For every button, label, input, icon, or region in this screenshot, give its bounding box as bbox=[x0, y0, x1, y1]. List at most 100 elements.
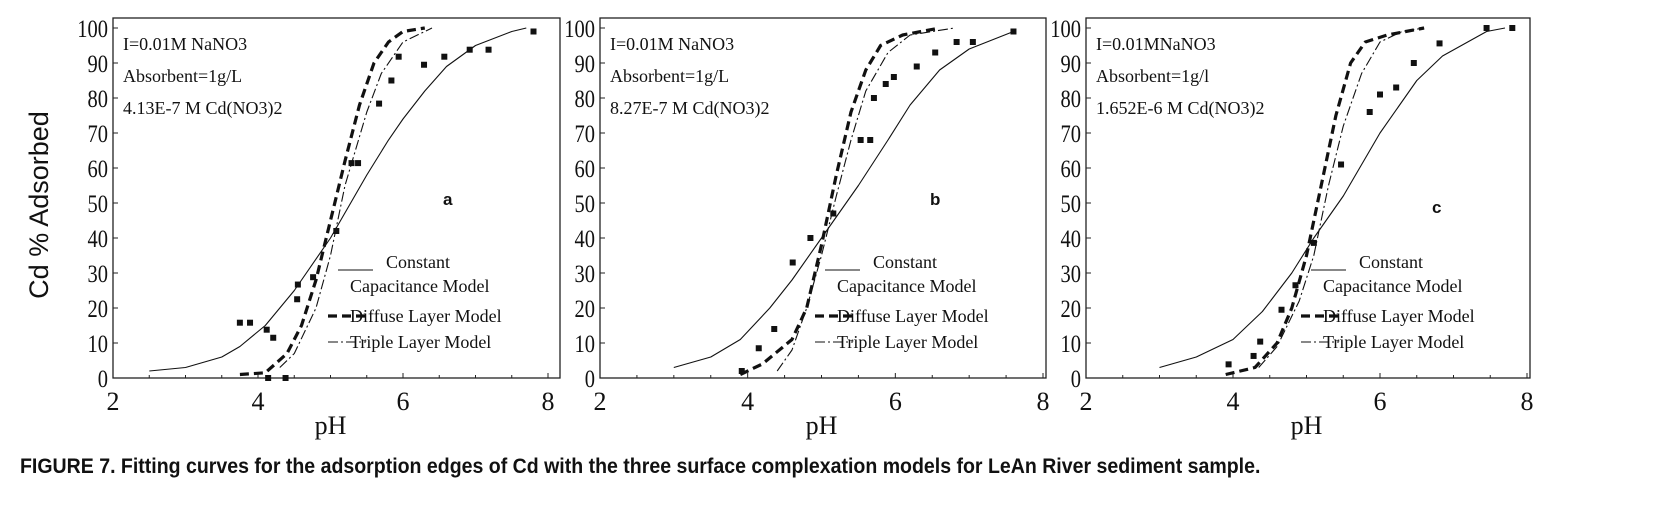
legend-label: Capacitance Model bbox=[837, 276, 976, 296]
data-point bbox=[294, 296, 301, 303]
data-point bbox=[738, 368, 745, 374]
data-point bbox=[441, 53, 448, 60]
x-tick-label: 2 bbox=[107, 387, 120, 416]
data-point bbox=[1257, 338, 1264, 345]
y-tick-label: 0 bbox=[585, 365, 595, 392]
condition-annotation: 4.13E-7 M Cd(NO3)2 bbox=[123, 98, 283, 119]
legend-label: Constant bbox=[1359, 252, 1423, 272]
data-point bbox=[1278, 306, 1285, 313]
y-tick-label: 10 bbox=[1061, 330, 1081, 357]
plot-frame bbox=[599, 17, 1047, 379]
y-tick-label: 70 bbox=[575, 120, 595, 147]
data-point bbox=[807, 235, 814, 241]
data-point bbox=[1310, 239, 1317, 246]
data-point bbox=[1393, 84, 1400, 91]
data-point bbox=[1483, 25, 1490, 31]
series-line-constant-capacitance-model bbox=[1159, 27, 1506, 369]
data-point bbox=[466, 46, 473, 53]
y-tick-label: 10 bbox=[575, 330, 595, 357]
series-line-diffuse-layer-model bbox=[1225, 26, 1425, 377]
condition-annotation: 1.652E-6 M Cd(NO3)2 bbox=[1096, 98, 1265, 119]
y-tick-label: 20 bbox=[88, 295, 108, 322]
y-tick-label: 40 bbox=[88, 225, 108, 252]
y-tick-label: 90 bbox=[575, 50, 595, 77]
data-point bbox=[395, 53, 402, 60]
legend-label: Triple Layer Model bbox=[837, 332, 978, 352]
plot-frame bbox=[1085, 17, 1531, 379]
series-line-constant-capacitance-model bbox=[673, 30, 1014, 369]
y-tick-label: 30 bbox=[1061, 260, 1081, 287]
condition-annotation: Absorbent=1g/l bbox=[1096, 66, 1209, 86]
y-tick-label: 20 bbox=[1061, 295, 1081, 322]
y-tick-label: 30 bbox=[575, 260, 595, 287]
condition-annotation: 8.27E-7 M Cd(NO3)2 bbox=[610, 98, 770, 119]
x-tick-label: 2 bbox=[594, 387, 607, 416]
data-point bbox=[282, 375, 289, 381]
legend-label: Capacitance Model bbox=[350, 276, 489, 296]
y-tick-label: 90 bbox=[88, 50, 108, 77]
data-point bbox=[1338, 161, 1345, 168]
legend-label: Diffuse Layer Model bbox=[1323, 306, 1475, 326]
series-line-diffuse-layer-model bbox=[239, 26, 426, 377]
chart-panel-c: 0 10 20 30 40 50 60 70 80 90 100 2 4 6 8 pH I=0.01MNaNO3… bbox=[1050, 15, 1533, 440]
data-point bbox=[771, 326, 778, 332]
data-point bbox=[890, 74, 897, 80]
data-point bbox=[867, 137, 874, 143]
y-tick-label: 60 bbox=[88, 155, 108, 182]
plot-frame bbox=[112, 17, 561, 379]
y-tick-label: 0 bbox=[1071, 365, 1081, 392]
x-tick-label: 6 bbox=[1374, 387, 1387, 416]
legend: Constant Capacitance Model Diffuse Layer M… bbox=[328, 252, 502, 352]
data-point bbox=[969, 39, 976, 45]
legend-label: Diffuse Layer Model bbox=[837, 306, 989, 326]
data-point bbox=[247, 319, 254, 326]
data-point bbox=[265, 375, 272, 381]
panel-letter: b bbox=[930, 190, 940, 209]
series-line-constant-capacitance-model bbox=[149, 27, 527, 372]
data-point bbox=[830, 210, 837, 217]
y-axis-label: Cd % Adsorbed bbox=[24, 111, 54, 299]
data-point bbox=[236, 319, 243, 326]
y-tick-label: 100 bbox=[77, 15, 108, 42]
data-point bbox=[1225, 361, 1232, 368]
data-point bbox=[1410, 60, 1417, 66]
y-tick-label: 10 bbox=[88, 330, 108, 357]
data-point bbox=[1509, 25, 1516, 31]
data-point bbox=[857, 137, 864, 143]
panel-letter: a bbox=[443, 190, 453, 209]
y-tick-label: 100 bbox=[1050, 15, 1081, 42]
chart-panel-b: 0 10 20 30 40 50 60 70 80 90 100 2 4 6 8 pH I=0.01M NaNO… bbox=[564, 15, 1049, 440]
y-tick-label: 30 bbox=[88, 260, 108, 287]
legend-label: Constant bbox=[873, 252, 937, 272]
data-point bbox=[755, 345, 762, 352]
x-axis-label: pH bbox=[1291, 411, 1323, 440]
series-line-triple-layer-model bbox=[1258, 27, 1425, 368]
legend-label: Triple Layer Model bbox=[350, 332, 491, 352]
x-tick-label: 8 bbox=[542, 387, 555, 416]
condition-annotation: I=0.01M NaNO3 bbox=[610, 34, 734, 54]
y-tick-label: 40 bbox=[1061, 225, 1081, 252]
x-tick-label: 4 bbox=[741, 387, 754, 416]
series-line-triple-layer-model bbox=[279, 27, 433, 368]
data-point bbox=[870, 95, 877, 101]
data-point bbox=[953, 39, 960, 45]
y-tick-label: 60 bbox=[1061, 155, 1081, 182]
y-tick-label: 80 bbox=[88, 85, 108, 112]
data-point bbox=[294, 281, 301, 288]
data-point bbox=[263, 326, 270, 333]
y-tick-label: 70 bbox=[1061, 120, 1081, 147]
data-point bbox=[530, 28, 537, 35]
y-tick-label: 80 bbox=[575, 85, 595, 112]
y-tick-label: 40 bbox=[575, 225, 595, 252]
legend-label: Diffuse Layer Model bbox=[350, 306, 502, 326]
data-point bbox=[1366, 109, 1373, 115]
data-point bbox=[1250, 352, 1257, 359]
legend: Constant Capacitance Model Diffuse Layer M… bbox=[1301, 252, 1475, 352]
x-tick-label: 8 bbox=[1521, 387, 1534, 416]
y-tick-label: 50 bbox=[88, 190, 108, 217]
x-tick-label: 4 bbox=[252, 387, 265, 416]
legend-label: Capacitance Model bbox=[1323, 276, 1462, 296]
data-point bbox=[932, 49, 939, 56]
data-point bbox=[882, 81, 889, 87]
